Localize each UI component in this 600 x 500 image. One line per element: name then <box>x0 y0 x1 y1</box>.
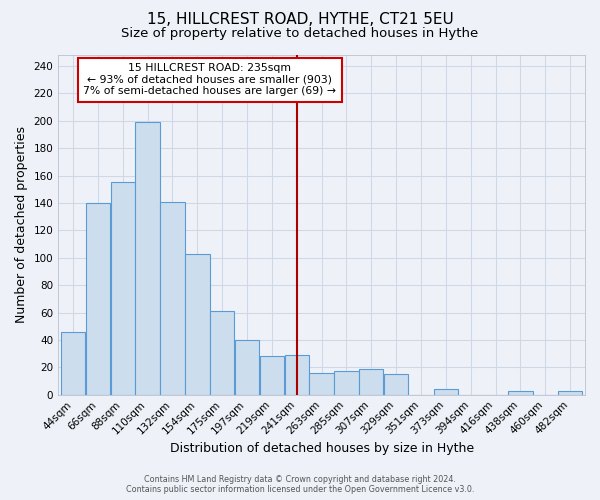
Bar <box>185 254 209 394</box>
Bar <box>384 374 409 394</box>
Y-axis label: Number of detached properties: Number of detached properties <box>15 126 28 324</box>
Bar <box>86 203 110 394</box>
Text: Contains HM Land Registry data © Crown copyright and database right 2024.
Contai: Contains HM Land Registry data © Crown c… <box>126 474 474 494</box>
Bar <box>160 202 185 394</box>
Bar <box>136 122 160 394</box>
Text: 15 HILLCREST ROAD: 235sqm
← 93% of detached houses are smaller (903)
7% of semi-: 15 HILLCREST ROAD: 235sqm ← 93% of detac… <box>83 63 336 96</box>
Bar <box>508 390 533 394</box>
Text: 15, HILLCREST ROAD, HYTHE, CT21 5EU: 15, HILLCREST ROAD, HYTHE, CT21 5EU <box>146 12 454 28</box>
Bar <box>260 356 284 395</box>
Bar <box>61 332 85 394</box>
Bar <box>359 368 383 394</box>
Bar <box>558 390 582 394</box>
X-axis label: Distribution of detached houses by size in Hythe: Distribution of detached houses by size … <box>170 442 473 455</box>
Bar <box>434 389 458 394</box>
Bar <box>334 372 359 394</box>
Bar <box>210 311 235 394</box>
Bar <box>284 355 309 395</box>
Text: Size of property relative to detached houses in Hythe: Size of property relative to detached ho… <box>121 28 479 40</box>
Bar <box>235 340 259 394</box>
Bar <box>110 182 135 394</box>
Bar <box>310 373 334 394</box>
